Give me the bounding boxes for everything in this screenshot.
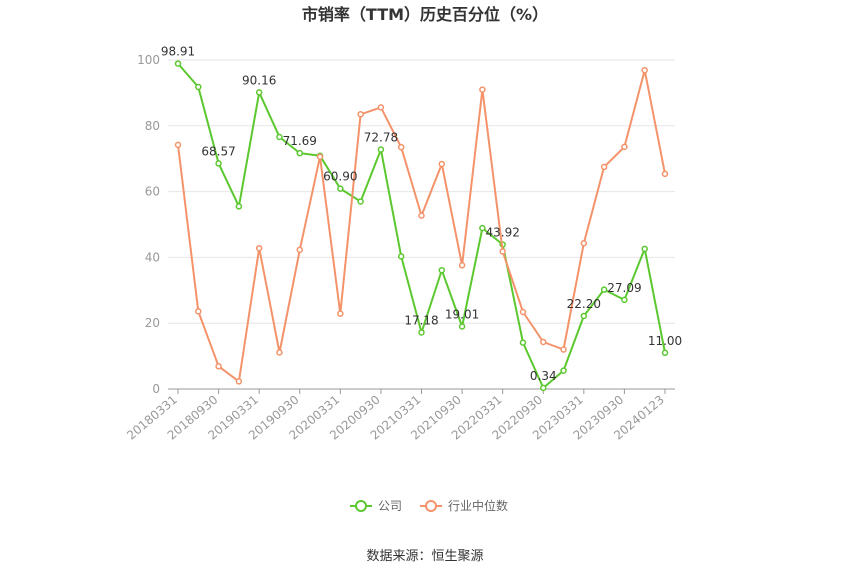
legend-label-0[interactable]: 公司 xyxy=(378,499,402,513)
legend-marker-0[interactable] xyxy=(355,500,367,512)
data-label: 27.09 xyxy=(607,281,641,295)
data-point-1[interactable] xyxy=(519,308,527,316)
data-point-0[interactable] xyxy=(438,266,446,274)
data-point-0[interactable] xyxy=(235,203,243,210)
y-tick-label: 60 xyxy=(145,185,160,199)
legend-marker-1[interactable] xyxy=(425,500,437,512)
data-label: 72.78 xyxy=(364,131,398,145)
data-label: 43.92 xyxy=(485,226,519,240)
data-label: 0.34 xyxy=(530,369,557,383)
data-label: 17.18 xyxy=(404,313,438,327)
data-point-1[interactable] xyxy=(276,349,283,356)
series-line-0 xyxy=(177,62,666,389)
data-point-0[interactable] xyxy=(296,149,303,157)
data-point-0[interactable] xyxy=(357,198,364,205)
y-tick-label: 0 xyxy=(152,382,160,396)
data-point-0[interactable] xyxy=(195,83,202,91)
y-tick-label: 100 xyxy=(137,53,160,67)
data-label: 22.20 xyxy=(567,297,601,311)
chart-title: 市销率（TTM）历史百分位（%） xyxy=(302,5,548,24)
data-label: 71.69 xyxy=(283,134,317,148)
data-point-1[interactable] xyxy=(337,310,344,317)
data-point-1[interactable] xyxy=(174,141,182,149)
data-point-0[interactable] xyxy=(479,224,486,232)
data-point-1[interactable] xyxy=(255,244,263,252)
legend[interactable]: 公司 行业中位数 xyxy=(350,498,508,513)
data-point-0[interactable] xyxy=(255,89,263,96)
data-point-0[interactable] xyxy=(377,146,385,153)
data-point-1[interactable] xyxy=(560,346,567,353)
y-tick-label: 20 xyxy=(145,316,160,330)
data-point-0[interactable] xyxy=(458,323,466,330)
grid xyxy=(168,59,675,324)
data-label: 60.90 xyxy=(323,170,357,184)
data-point-0[interactable] xyxy=(215,160,222,167)
data-label: 68.57 xyxy=(201,144,235,158)
data-point-1[interactable] xyxy=(418,212,425,219)
data-point-1[interactable] xyxy=(438,160,446,168)
data-point-1[interactable] xyxy=(600,163,608,171)
data-point-1[interactable] xyxy=(357,111,364,118)
data-point-0[interactable] xyxy=(540,384,547,392)
data-point-0[interactable] xyxy=(276,133,283,141)
source-text: 数据来源：恒生聚源 xyxy=(366,549,483,564)
data-point-1[interactable] xyxy=(397,143,405,151)
data-point-1[interactable] xyxy=(235,378,243,385)
data-point-0[interactable] xyxy=(621,296,628,304)
data-point-1[interactable] xyxy=(377,104,385,111)
data-label: 90.16 xyxy=(242,73,276,87)
series xyxy=(174,60,669,392)
data-point-1[interactable] xyxy=(316,153,324,160)
legend-label-1[interactable]: 行业中位数 xyxy=(448,498,508,513)
data-point-1[interactable] xyxy=(661,170,669,178)
data-point-1[interactable] xyxy=(540,338,547,346)
y-tick-label: 40 xyxy=(145,250,160,264)
y-tick-label: 80 xyxy=(145,119,160,133)
data-point-1[interactable] xyxy=(296,246,303,254)
data-point-1[interactable] xyxy=(641,66,648,74)
data-point-1[interactable] xyxy=(458,262,466,269)
data-point-0[interactable] xyxy=(337,185,344,192)
data-point-0[interactable] xyxy=(418,329,425,336)
data-point-0[interactable] xyxy=(174,60,182,67)
data-point-0[interactable] xyxy=(661,349,669,357)
data-point-0[interactable] xyxy=(600,286,608,293)
data-point-1[interactable] xyxy=(195,308,202,315)
data-point-1[interactable] xyxy=(479,86,486,93)
data-point-0[interactable] xyxy=(641,245,648,253)
data-point-1[interactable] xyxy=(580,240,588,247)
data-point-1[interactable] xyxy=(215,363,222,370)
data-point-1[interactable] xyxy=(621,143,628,151)
data-point-0[interactable] xyxy=(519,339,527,346)
data-point-0[interactable] xyxy=(560,367,567,374)
data-label: 98.91 xyxy=(161,45,195,59)
data-label: 11.00 xyxy=(648,334,682,348)
data-point-0[interactable] xyxy=(397,253,405,260)
data-point-1[interactable] xyxy=(499,248,506,255)
data-labels: 98.91 68.57 90.16 71.69 60.90 72.78 17.18 19.01… xyxy=(161,45,682,383)
data-label: 19.01 xyxy=(445,307,479,321)
data-point-0[interactable] xyxy=(580,312,588,320)
